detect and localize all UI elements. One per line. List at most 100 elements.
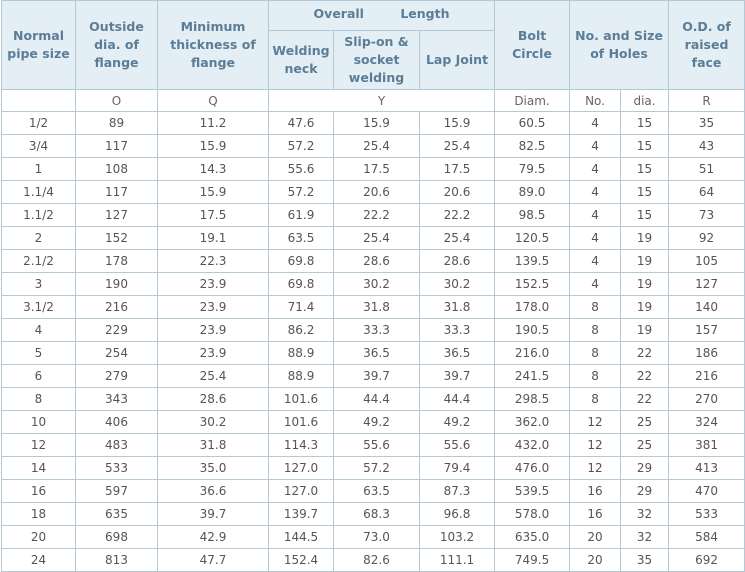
data-cell: 20 (1, 525, 76, 549)
data-cell: 1/2 (1, 111, 76, 135)
data-cell: 4 (569, 203, 622, 227)
data-cell: 19 (620, 226, 670, 250)
units-cell: dia. (620, 89, 670, 112)
data-cell: 19.1 (157, 226, 269, 250)
data-cell: 87.3 (418, 479, 496, 503)
data-cell: 22 (620, 364, 670, 388)
data-cell: 42.9 (157, 525, 269, 549)
data-cell: 4 (569, 249, 622, 273)
data-row: 2.1/2 178 22.3 69.8 28.6 28.6 139.5 4 19 105 (1, 249, 745, 273)
data-cell: 476.0 (494, 456, 571, 480)
header-cell: Lap Joint (418, 30, 496, 90)
data-cell: 63.5 (333, 479, 420, 503)
data-cell: 1 (1, 157, 76, 181)
data-cell: 4 (1, 318, 76, 342)
data-cell: 22.2 (333, 203, 420, 227)
data-cell: 30.2 (333, 272, 420, 296)
data-cell: 12 (569, 433, 622, 457)
data-cell: 35 (668, 111, 745, 135)
data-cell: 23.9 (157, 341, 269, 365)
data-row: 24 813 47.7 152.4 82.6 111.1 749.5 20 35 692 (1, 548, 745, 572)
data-cell: 101.6 (268, 387, 334, 411)
data-cell: 57.2 (333, 456, 420, 480)
data-cell: 186 (668, 341, 745, 365)
data-cell: 190 (75, 272, 158, 296)
data-cell: 190.5 (494, 318, 571, 342)
data-cell: 108 (75, 157, 158, 181)
data-cell: 25.4 (418, 134, 496, 158)
data-cell: 57.2 (268, 180, 334, 204)
data-cell: 8 (569, 295, 622, 319)
data-cell: 139.7 (268, 502, 334, 526)
data-cell: 539.5 (494, 479, 571, 503)
data-cell: 635 (75, 502, 158, 526)
data-cell: 15.9 (157, 180, 269, 204)
data-cell: 381 (668, 433, 745, 457)
data-cell: 39.7 (157, 502, 269, 526)
data-cell: 25.4 (418, 226, 496, 250)
data-cell: 47.7 (157, 548, 269, 572)
data-cell: 28.6 (157, 387, 269, 411)
data-cell: 533 (75, 456, 158, 480)
data-cell: 144.5 (268, 525, 334, 549)
data-cell: 25 (620, 433, 670, 457)
header-cell: Normal pipe size (1, 0, 76, 90)
data-cell: 3.1/2 (1, 295, 76, 319)
data-cell: 16 (569, 502, 622, 526)
data-cell: 22 (620, 387, 670, 411)
data-row: 5 254 23.9 88.9 36.5 36.5 216.0 8 22 186 (1, 341, 745, 365)
data-cell: 11.2 (157, 111, 269, 135)
data-cell: 4 (569, 134, 622, 158)
data-cell: 533 (668, 502, 745, 526)
data-cell: 406 (75, 410, 158, 434)
data-cell: 117 (75, 134, 158, 158)
data-cell: 120.5 (494, 226, 571, 250)
data-cell: 117 (75, 180, 158, 204)
data-cell: 298.5 (494, 387, 571, 411)
data-cell: 8 (1, 387, 76, 411)
data-cell: 635.0 (494, 525, 571, 549)
header-cell: O.D. of raised face (668, 0, 745, 90)
data-cell: 39.7 (418, 364, 496, 388)
data-cell: 8 (569, 341, 622, 365)
table-body: O Q Y Diam. No. dia. R 1/2 89 11.2 47.6 15.9 15.9 60.… (1, 89, 745, 572)
data-cell: 35 (620, 548, 670, 572)
data-row: 6 279 25.4 88.9 39.7 39.7 241.5 8 22 216 (1, 364, 745, 388)
data-cell: 55.6 (268, 157, 334, 181)
data-cell: 432.0 (494, 433, 571, 457)
units-cell: Y (267, 89, 496, 112)
data-cell: 127.0 (268, 456, 334, 480)
data-cell: 44.4 (418, 387, 496, 411)
data-cell: 20.6 (333, 180, 420, 204)
data-cell: 2.1/2 (1, 249, 76, 273)
data-cell: 68.3 (333, 502, 420, 526)
data-cell: 10 (1, 410, 76, 434)
units-cell: Diam. (494, 89, 571, 112)
header-row: Normal pipe size Outside dia. of flange Mi… (1, 0, 745, 90)
data-cell: 23.9 (157, 318, 269, 342)
data-cell: 17.5 (333, 157, 420, 181)
data-cell: 19 (620, 249, 670, 273)
data-cell: 82.5 (494, 134, 571, 158)
data-cell: 1.1/4 (1, 180, 76, 204)
header-cell: Outside dia. of flange (75, 0, 158, 90)
data-cell: 36.6 (157, 479, 269, 503)
data-cell: 17.5 (157, 203, 269, 227)
data-row: 8 343 28.6 101.6 44.4 44.4 298.5 8 22 270 (1, 387, 745, 411)
data-cell: 82.6 (333, 548, 420, 572)
data-cell: 362.0 (494, 410, 571, 434)
data-cell: 15.9 (157, 134, 269, 158)
data-cell: 483 (75, 433, 158, 457)
data-cell: 698 (75, 525, 158, 549)
data-cell: 69.8 (268, 272, 334, 296)
data-cell: 16 (569, 479, 622, 503)
data-cell: 29 (620, 479, 670, 503)
units-cell (1, 89, 76, 112)
data-cell: 19 (620, 318, 670, 342)
data-cell: 33.3 (333, 318, 420, 342)
data-cell: 139.5 (494, 249, 571, 273)
data-cell: 178.0 (494, 295, 571, 319)
data-cell: 4 (569, 157, 622, 181)
data-cell: 324 (668, 410, 745, 434)
header-cell: Welding neck (268, 30, 334, 90)
